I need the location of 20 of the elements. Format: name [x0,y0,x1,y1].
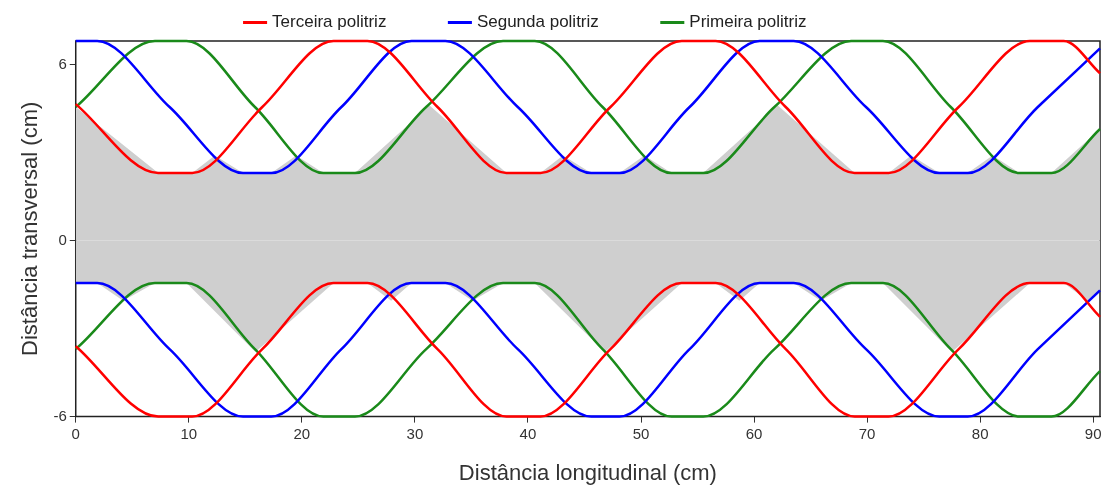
legend-label: Primeira politriz [689,12,858,32]
legend-label: Segunda politriz [476,12,650,32]
line-series [74,39,1102,175]
x-tick-label: 80 [971,424,989,442]
x-tick-label: 90 [1084,424,1102,442]
x-tick-label: 20 [293,424,311,442]
y-axis-title: Distância transversal (cm) [17,101,43,356]
x-tick-label: 50 [632,424,650,442]
x-axis-title: Distância longitudinal (cm) [458,459,717,485]
y-tick-label: 6 [58,54,67,72]
y-tick-label: 0 [58,230,67,248]
legend-label: Terceira politriz [272,12,438,32]
x-tick-label: 0 [71,424,80,442]
line-series [74,281,1102,418]
x-tick-label: 40 [519,424,537,442]
y-tick-label: -6 [53,406,67,424]
x-tick-label: 30 [406,424,424,442]
x-tick-label: 60 [745,424,763,442]
x-tick-label: 70 [858,424,876,442]
x-tick-label: 10 [180,424,198,442]
